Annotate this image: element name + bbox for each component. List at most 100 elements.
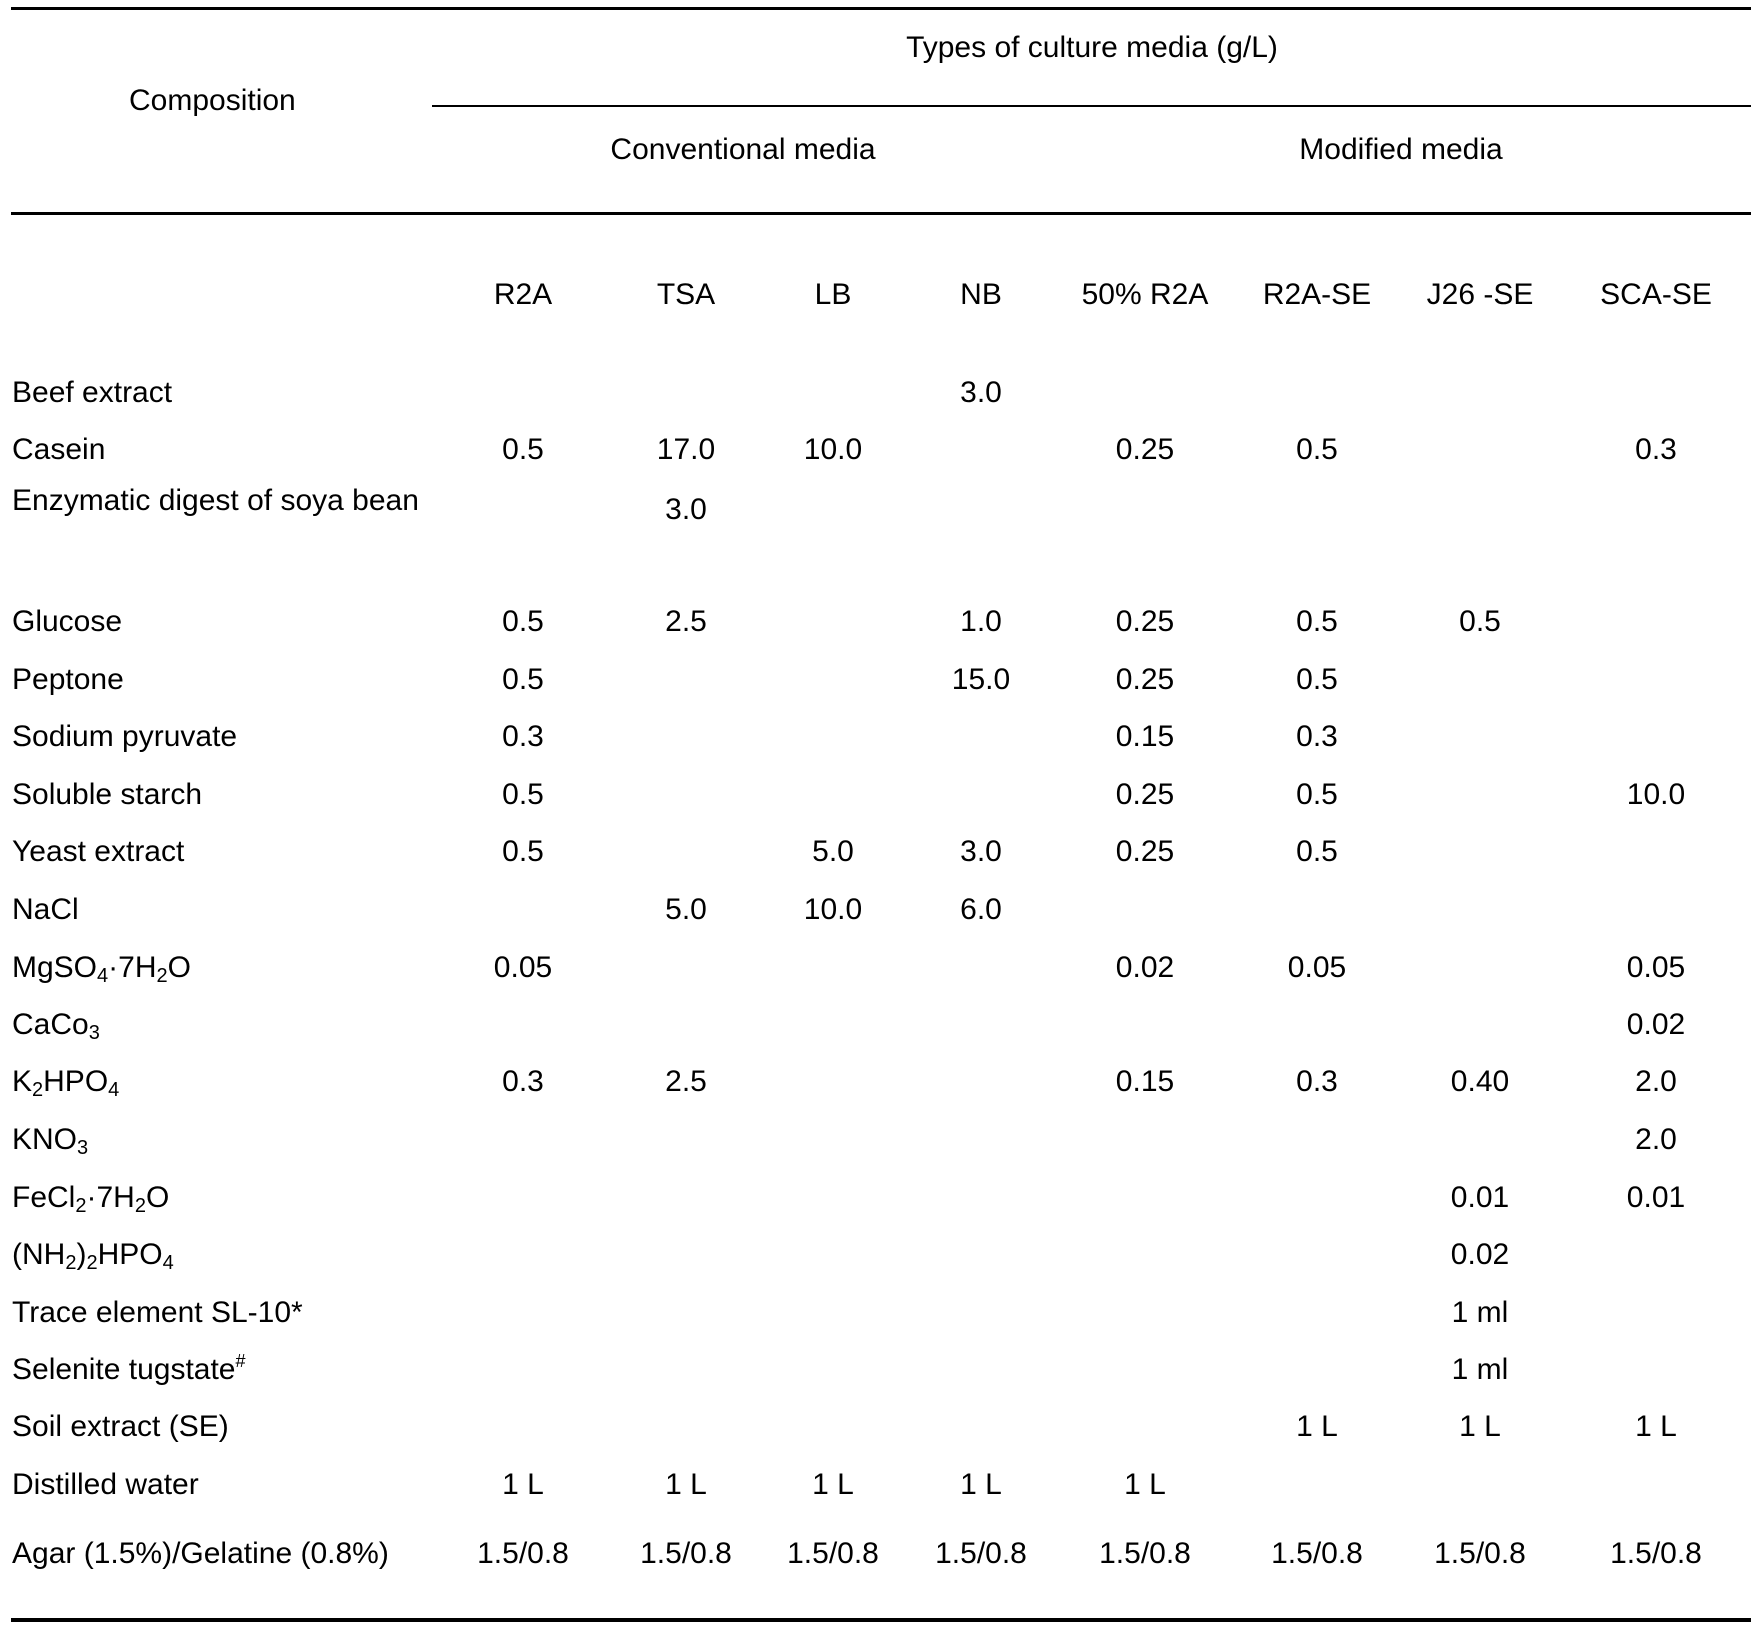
table-cell: 0.5	[502, 605, 544, 638]
table-cell: 1 L	[1459, 1410, 1501, 1443]
column-header: NB	[960, 278, 1002, 311]
table-cell: 1.0	[960, 605, 1002, 638]
row-label: Trace element SL-10*	[12, 1296, 303, 1329]
row-label: Enzymatic digest of soya bean	[12, 484, 419, 517]
group-header: Types of culture media (g/L)	[906, 31, 1278, 64]
table-cell: 1.5/0.8	[477, 1537, 569, 1570]
table-cell: 0.5	[1459, 605, 1501, 638]
table-cell: 0.5	[502, 778, 544, 811]
table-cell: 0.02	[1450, 1238, 1510, 1271]
table-cell: 10.0	[803, 893, 863, 926]
table-cell: 3.0	[960, 376, 1002, 409]
table-cell: 0.5	[1296, 663, 1338, 696]
row-label: Soil extract (SE)	[12, 1410, 229, 1443]
table-cell: 0.05	[493, 951, 553, 984]
table-cell: 0.5	[502, 835, 544, 868]
table-cell: 0.5	[1296, 835, 1338, 868]
table-cell: 0.25	[1115, 835, 1175, 868]
table-cell: 2.5	[665, 1065, 707, 1098]
table-cell: 0.15	[1115, 720, 1175, 753]
table-cell: 2.0	[1635, 1123, 1677, 1156]
row-label: Selenite tugstate#	[12, 1351, 246, 1386]
table-cell: 1 L	[1124, 1468, 1166, 1501]
row-label: MgSO4·7H2O	[12, 951, 191, 987]
table-cell: 0.5	[502, 433, 544, 466]
table-cell: 1 L	[502, 1468, 544, 1501]
row-label: Yeast extract	[12, 835, 185, 868]
column-header: SCA-SE	[1600, 278, 1712, 311]
table-cell: 0.02	[1626, 1008, 1686, 1041]
table-bottom-rule	[11, 1618, 1751, 1622]
row-label: (NH2)2HPO4	[12, 1238, 174, 1274]
table-cell: 0.02	[1115, 951, 1175, 984]
table-cell: 0.5	[1296, 778, 1338, 811]
row-label: Glucose	[12, 605, 123, 638]
row-label: Sodium pyruvate	[12, 720, 238, 753]
table-cell: 10.0	[1626, 778, 1686, 811]
table-cell: 17.0	[656, 433, 716, 466]
table-cell: 1.5/0.8	[935, 1537, 1027, 1570]
row-label: NaCl	[12, 893, 79, 926]
row-label: FeCl2·7H2O	[12, 1181, 170, 1217]
row-label: Distilled water	[12, 1468, 199, 1501]
column-header: 50% R2A	[1081, 278, 1209, 311]
table-cell: 0.05	[1626, 951, 1686, 984]
table-cell: 1 ml	[1451, 1353, 1509, 1386]
table-cell: 0.3	[1635, 433, 1677, 466]
row-label: Casein	[12, 433, 106, 466]
table-cell: 0.5	[502, 663, 544, 696]
subgroup-modified: Modified media	[1299, 133, 1503, 166]
row-label: K2HPO4	[12, 1065, 120, 1101]
group-header-rule	[432, 105, 1751, 107]
table-cell: 0.01	[1450, 1181, 1510, 1214]
table-cell: 0.3	[502, 1065, 544, 1098]
table-cell: 1.5/0.8	[787, 1537, 879, 1570]
table-top-rule	[11, 7, 1751, 10]
row-label: Soluble starch	[12, 778, 203, 811]
table-cell: 1.5/0.8	[1610, 1537, 1702, 1570]
column-header: TSA	[656, 278, 716, 311]
table-cell: 3.0	[960, 835, 1002, 868]
table-cell: 6.0	[960, 893, 1002, 926]
composition-header: Composition	[129, 84, 296, 117]
table-cell: 0.05	[1287, 951, 1347, 984]
subgroup-rule	[11, 212, 1751, 215]
table-cell: 0.40	[1450, 1065, 1510, 1098]
table-cell: 3.0	[665, 493, 707, 526]
table-cell: 1.5/0.8	[1271, 1537, 1363, 1570]
subgroup-conventional: Conventional media	[610, 133, 876, 166]
table-cell: 1.5/0.8	[1434, 1537, 1526, 1570]
table-cell: 5.0	[665, 893, 707, 926]
table-cell: 0.25	[1115, 433, 1175, 466]
column-header: R2A-SE	[1262, 278, 1372, 311]
table-cell: 15.0	[951, 663, 1011, 696]
table-cell: 10.0	[803, 433, 863, 466]
table-cell: 5.0	[812, 835, 854, 868]
table-cell: 2.0	[1635, 1065, 1677, 1098]
column-header: LB	[814, 278, 852, 311]
table-cell: 0.15	[1115, 1065, 1175, 1098]
table-cell: 1.5/0.8	[640, 1537, 732, 1570]
table-cell: 0.25	[1115, 605, 1175, 638]
table-cell: 2.5	[665, 605, 707, 638]
table-cell: 1 ml	[1451, 1296, 1509, 1329]
table-cell: 0.25	[1115, 778, 1175, 811]
row-label: CaCo3	[12, 1008, 100, 1044]
table-cell: 0.3	[1296, 720, 1338, 753]
table-cell: 0.5	[1296, 433, 1338, 466]
table-cell: 1 L	[1635, 1410, 1677, 1443]
row-label: Peptone	[12, 663, 124, 696]
row-label: Beef extract	[12, 376, 173, 409]
table-cell: 0.01	[1626, 1181, 1686, 1214]
row-label: Agar (1.5%)/Gelatine (0.8%)	[12, 1537, 389, 1570]
table-cell: 0.25	[1115, 663, 1175, 696]
table-cell: 0.3	[502, 720, 544, 753]
table-cell: 1 L	[1296, 1410, 1338, 1443]
column-header: R2A	[493, 278, 553, 311]
table-cell: 1 L	[665, 1468, 707, 1501]
row-label: KNO3	[12, 1123, 89, 1159]
table-cell: 0.3	[1296, 1065, 1338, 1098]
table-cell: 1.5/0.8	[1099, 1537, 1191, 1570]
table-cell: 1 L	[812, 1468, 854, 1501]
table-cell: 1 L	[960, 1468, 1002, 1501]
